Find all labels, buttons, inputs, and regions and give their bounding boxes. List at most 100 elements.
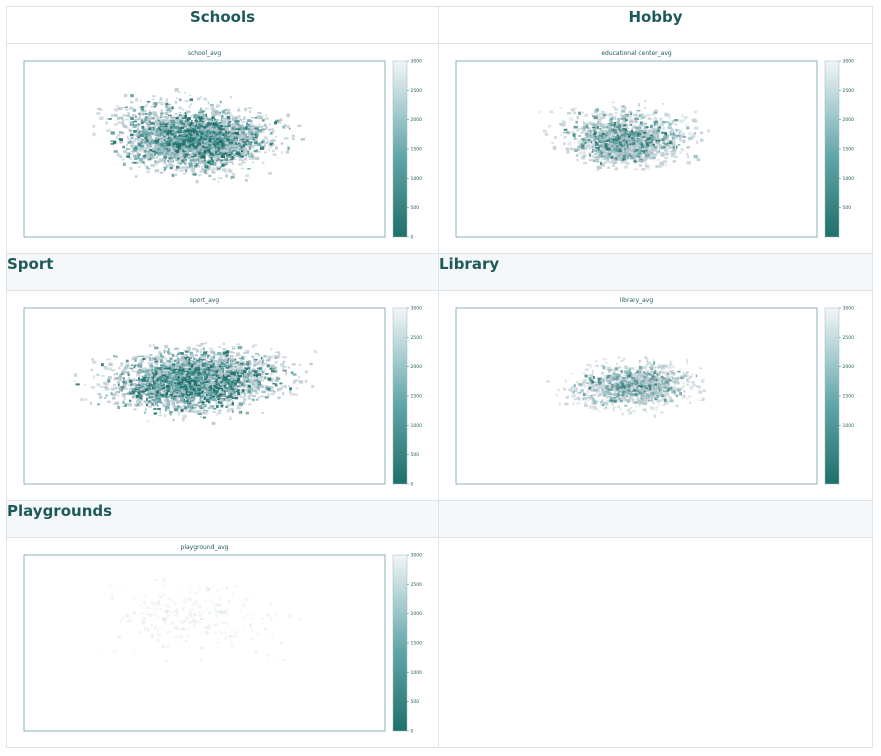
heat-cell xyxy=(152,98,155,100)
heat-cell xyxy=(576,154,579,157)
heat-cell xyxy=(648,134,653,137)
heat-cell xyxy=(674,129,679,131)
heat-cell xyxy=(147,132,152,135)
heat-cell xyxy=(192,173,197,176)
heat-cell xyxy=(164,148,166,152)
heat-cell xyxy=(618,152,622,156)
heat-cell xyxy=(247,168,251,170)
heat-cell xyxy=(269,143,274,146)
colorbar-tick-label: 2500 xyxy=(411,88,423,94)
heat-cell xyxy=(208,138,212,143)
heat-cell xyxy=(122,119,125,122)
heat-cell xyxy=(217,130,222,134)
heat-cell xyxy=(590,141,593,144)
heat-cell xyxy=(114,123,118,126)
heat-cell xyxy=(647,152,651,156)
heat-cell xyxy=(184,92,186,94)
heat-cell xyxy=(650,140,653,144)
heat-cell xyxy=(241,148,244,151)
heat-cell xyxy=(572,111,577,115)
heat-cell xyxy=(614,108,618,111)
heat-cell xyxy=(234,147,237,152)
heat-cell xyxy=(221,115,224,119)
heat-cell xyxy=(637,102,641,107)
heat-cell xyxy=(239,130,242,132)
heat-cell xyxy=(201,160,206,162)
heat-cell xyxy=(193,130,196,134)
heat-cell xyxy=(169,166,173,170)
heat-cell xyxy=(621,114,626,117)
heat-cell xyxy=(593,159,596,162)
heat-cell xyxy=(188,133,193,136)
heat-cell xyxy=(222,123,225,126)
heat-cell xyxy=(638,126,642,130)
heat-cell xyxy=(234,120,238,122)
heat-cell xyxy=(181,120,183,122)
heat-cell xyxy=(633,149,637,154)
heat-cell xyxy=(591,135,594,140)
heat-cell xyxy=(125,125,128,129)
heat-cell xyxy=(162,137,167,140)
heat-cell xyxy=(178,131,183,134)
heat-cell xyxy=(220,150,225,154)
heat-cell xyxy=(674,155,678,158)
heat-cell xyxy=(245,174,249,178)
heat-cell xyxy=(137,153,141,156)
heat-cell xyxy=(620,143,623,147)
heat-cell xyxy=(211,159,214,163)
heat-cell xyxy=(237,127,241,131)
heat-cell xyxy=(212,178,217,181)
heat-cell xyxy=(654,150,657,153)
heat-cell xyxy=(624,139,627,142)
heat-cell xyxy=(646,114,651,117)
heat-cell xyxy=(246,123,250,126)
heat-cell xyxy=(601,126,605,129)
heat-cell xyxy=(572,148,575,150)
heat-cell xyxy=(224,118,228,121)
heat-cell xyxy=(653,139,658,142)
heat-cell xyxy=(138,166,141,169)
heat-cell xyxy=(131,151,135,155)
heat-cell xyxy=(666,142,672,145)
heat-cell xyxy=(595,146,600,149)
heat-cell xyxy=(156,129,159,132)
heat-cell xyxy=(214,146,217,149)
heat-cell xyxy=(229,126,233,129)
heat-cell xyxy=(621,150,626,154)
heat-cell xyxy=(194,143,197,146)
heat-cell xyxy=(267,393,270,397)
heat-cell xyxy=(658,150,660,153)
heat-cell xyxy=(612,153,617,157)
heat-cell xyxy=(554,135,557,139)
heat-cell xyxy=(239,132,245,135)
heat-cell xyxy=(248,130,253,133)
heat-cell xyxy=(206,396,211,400)
heat-cell xyxy=(618,136,623,140)
heat-cell xyxy=(634,142,640,145)
heat-cell xyxy=(651,118,653,121)
heat-cell xyxy=(180,113,184,117)
heat-cell xyxy=(231,155,235,160)
heat-cell xyxy=(188,126,191,128)
heat-cell xyxy=(145,135,150,138)
heat-cell xyxy=(644,139,647,142)
heat-cell xyxy=(154,395,158,398)
heat-cell xyxy=(643,144,646,148)
heat-cell xyxy=(580,143,584,146)
heat-cell xyxy=(649,141,651,144)
heat-cell xyxy=(656,134,660,138)
heat-cell xyxy=(692,133,696,137)
heat-cell xyxy=(130,101,134,104)
heat-cell xyxy=(187,123,191,126)
heat-cell xyxy=(634,144,639,147)
heat-cell xyxy=(601,155,605,157)
heat-cell xyxy=(620,161,624,164)
heat-cell xyxy=(604,111,607,114)
heat-cell xyxy=(179,121,182,125)
heat-cell xyxy=(135,355,139,359)
heat-cell xyxy=(142,357,146,360)
heat-cell xyxy=(229,150,232,152)
heat-cell xyxy=(622,133,625,135)
heat-cell xyxy=(186,165,191,169)
heat-cell xyxy=(253,361,256,365)
